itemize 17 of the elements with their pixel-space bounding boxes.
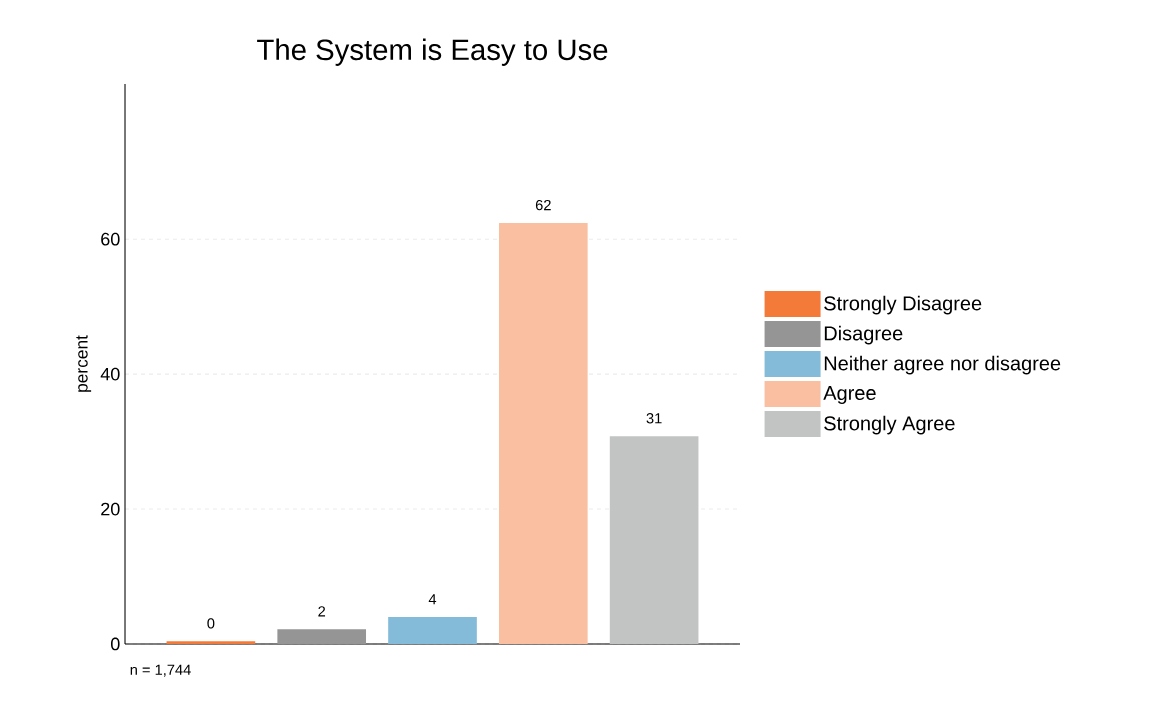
data-label: 4	[428, 594, 437, 605]
legend-label: Agree	[823, 386, 876, 405]
data-label: 2	[318, 606, 326, 617]
legend-label: Disagree	[824, 325, 903, 345]
y-tick-label: 0	[111, 637, 120, 651]
data-label: 62	[535, 199, 551, 211]
y-tick-label: 60	[101, 232, 120, 246]
text: n = 1,744	[130, 664, 191, 677]
legend-label: Strongly Agree	[824, 415, 955, 435]
y-tick-label: 20	[101, 502, 120, 516]
data-label: 31	[646, 413, 662, 424]
chart-title: The System is Easy to Use	[257, 38, 608, 66]
legend-label: Strongly Disagree	[824, 295, 982, 315]
y-tick-label: 40	[100, 367, 120, 381]
y-axis-title: percent	[76, 335, 92, 392]
legend-label: Neither agree nor disagree	[824, 355, 1061, 375]
data-label: 0	[207, 618, 215, 629]
